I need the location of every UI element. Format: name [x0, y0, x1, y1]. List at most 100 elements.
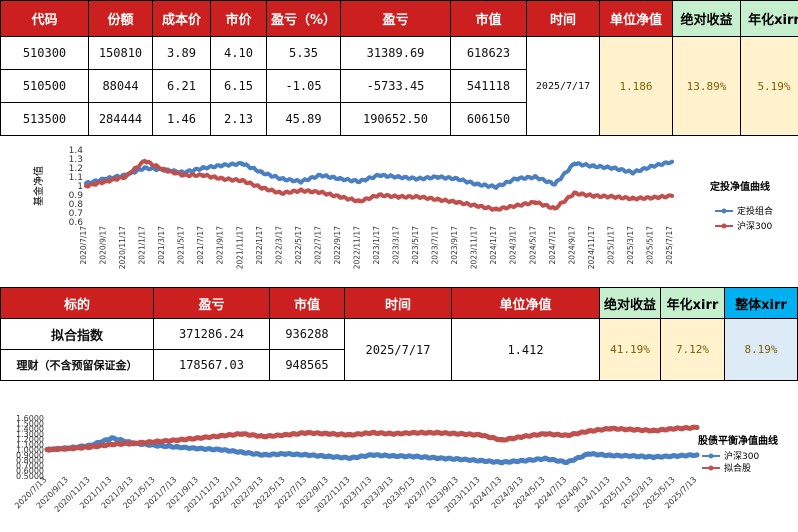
data-point	[416, 177, 420, 181]
data-point	[435, 430, 440, 435]
x-tick-label: 2023/5/17	[411, 226, 420, 265]
y-axis-label: 基金净值	[32, 166, 45, 206]
holdings-table: 代码 份额 成本价 市价 盈亏（%） 盈亏 市值 时间 单位净值 绝对收益 年化…	[0, 0, 798, 136]
xirr-cell: 5.19%	[741, 37, 798, 136]
chart-title: 股债平衡净值曲线	[698, 434, 778, 447]
cell: 1.46	[153, 103, 211, 136]
data-point	[521, 458, 526, 463]
y-tick-label: 0.7	[69, 209, 83, 219]
header-cell: 市值	[270, 288, 345, 319]
cell: 5.35	[267, 37, 341, 70]
data-point	[357, 199, 361, 203]
data-point	[370, 430, 375, 435]
xirr-cell: 7.12%	[661, 319, 725, 381]
header-cell: 盈亏	[341, 1, 451, 37]
legend-marker	[709, 466, 714, 471]
data-point	[143, 159, 147, 163]
date-cell: 2025/7/17	[345, 319, 452, 381]
x-tick-label: 2022/7/17	[313, 226, 322, 265]
data-point	[651, 428, 656, 433]
data-point	[305, 452, 310, 457]
data-point	[436, 175, 440, 179]
data-point	[514, 177, 518, 181]
x-tick-label: 2023/9/17	[450, 226, 459, 265]
data-point	[104, 180, 108, 184]
x-tick-label: 2025/7/17	[665, 226, 674, 265]
chart-title: 定投净值曲线	[710, 180, 770, 193]
data-point	[586, 451, 591, 456]
cell: 510500	[1, 70, 89, 103]
portfolio-table: 标的 盈亏 市值 时间 单位净值 绝对收益 年化xirr 整体xirr 拟合指数…	[0, 287, 798, 381]
data-point	[299, 180, 303, 184]
data-point	[175, 438, 180, 443]
cell: 178567.03	[154, 350, 270, 381]
legend-label: 沪深300	[737, 220, 772, 232]
data-point	[650, 164, 654, 168]
cell: 4.10	[211, 37, 267, 70]
data-point	[279, 191, 283, 195]
header-cell: 整体xirr	[725, 288, 798, 319]
x-tick-label: 2025/5/17	[645, 226, 654, 265]
data-point	[240, 450, 245, 455]
data-point	[240, 162, 244, 166]
data-point	[283, 451, 288, 456]
data-point	[565, 433, 570, 438]
cell: 606150	[451, 103, 527, 136]
data-point	[348, 456, 353, 461]
x-tick-label: 2025/3/17	[626, 226, 635, 265]
data-point	[261, 452, 266, 457]
cell: 618623	[451, 37, 527, 70]
x-tick-label: 2021/1/17	[138, 226, 147, 265]
data-point	[608, 426, 613, 431]
cell: 948565	[270, 350, 345, 381]
data-point	[45, 447, 50, 452]
x-tick-label: 2022/1/17	[255, 226, 264, 265]
data-point	[260, 171, 264, 175]
x-tick-label: 2024/7/17	[548, 226, 557, 265]
data-point	[283, 432, 288, 437]
data-point	[143, 166, 147, 170]
x-tick-label: 2022/3/17	[274, 226, 283, 265]
header-cell: 绝对收益	[600, 288, 661, 319]
x-tick-label: 2020/11/17	[118, 226, 127, 269]
data-point	[326, 431, 331, 436]
data-point	[695, 425, 700, 430]
data-point	[305, 430, 310, 435]
data-point	[514, 204, 518, 208]
data-point	[391, 431, 396, 436]
data-point	[196, 436, 201, 441]
data-point	[435, 456, 440, 461]
x-tick-label: 2023/3/17	[392, 226, 401, 265]
data-point	[565, 460, 570, 465]
x-tick-label: 2020/7/17	[79, 226, 88, 265]
unit-nav-cell: 1.412	[452, 319, 600, 381]
data-point	[218, 433, 223, 438]
data-point	[413, 454, 418, 459]
header-cell: 时间	[527, 1, 600, 37]
data-point	[279, 177, 283, 181]
x-tick-label: 2023/1/17	[372, 226, 381, 265]
data-point	[201, 173, 205, 177]
data-point	[377, 193, 381, 197]
date-cell: 2025/7/17	[527, 37, 600, 136]
data-point	[416, 195, 420, 199]
x-tick-label: 2022/5/17	[294, 226, 303, 265]
data-point	[455, 177, 459, 181]
header-cell: 盈亏	[154, 288, 270, 319]
table1-header-row: 代码 份额 成本价 市价 盈亏（%） 盈亏 市值 时间 单位净值 绝对收益 年化…	[1, 1, 798, 37]
data-point	[521, 434, 526, 439]
data-point	[221, 163, 225, 167]
header-cell: 代码	[1, 1, 89, 37]
cell: 371286.24	[154, 319, 270, 350]
x-tick-label: 2024/9/17	[567, 226, 576, 265]
x-tick-label: 2024/5/17	[528, 226, 537, 265]
y-tick-label: 1.1	[69, 173, 83, 183]
x-tick-label: 2021/5/17	[177, 226, 186, 265]
cell: 理财（不含预留保证金）	[1, 350, 154, 381]
data-point	[348, 432, 353, 437]
x-tick-label: 2024/1/17	[489, 226, 498, 265]
data-point	[553, 182, 557, 186]
